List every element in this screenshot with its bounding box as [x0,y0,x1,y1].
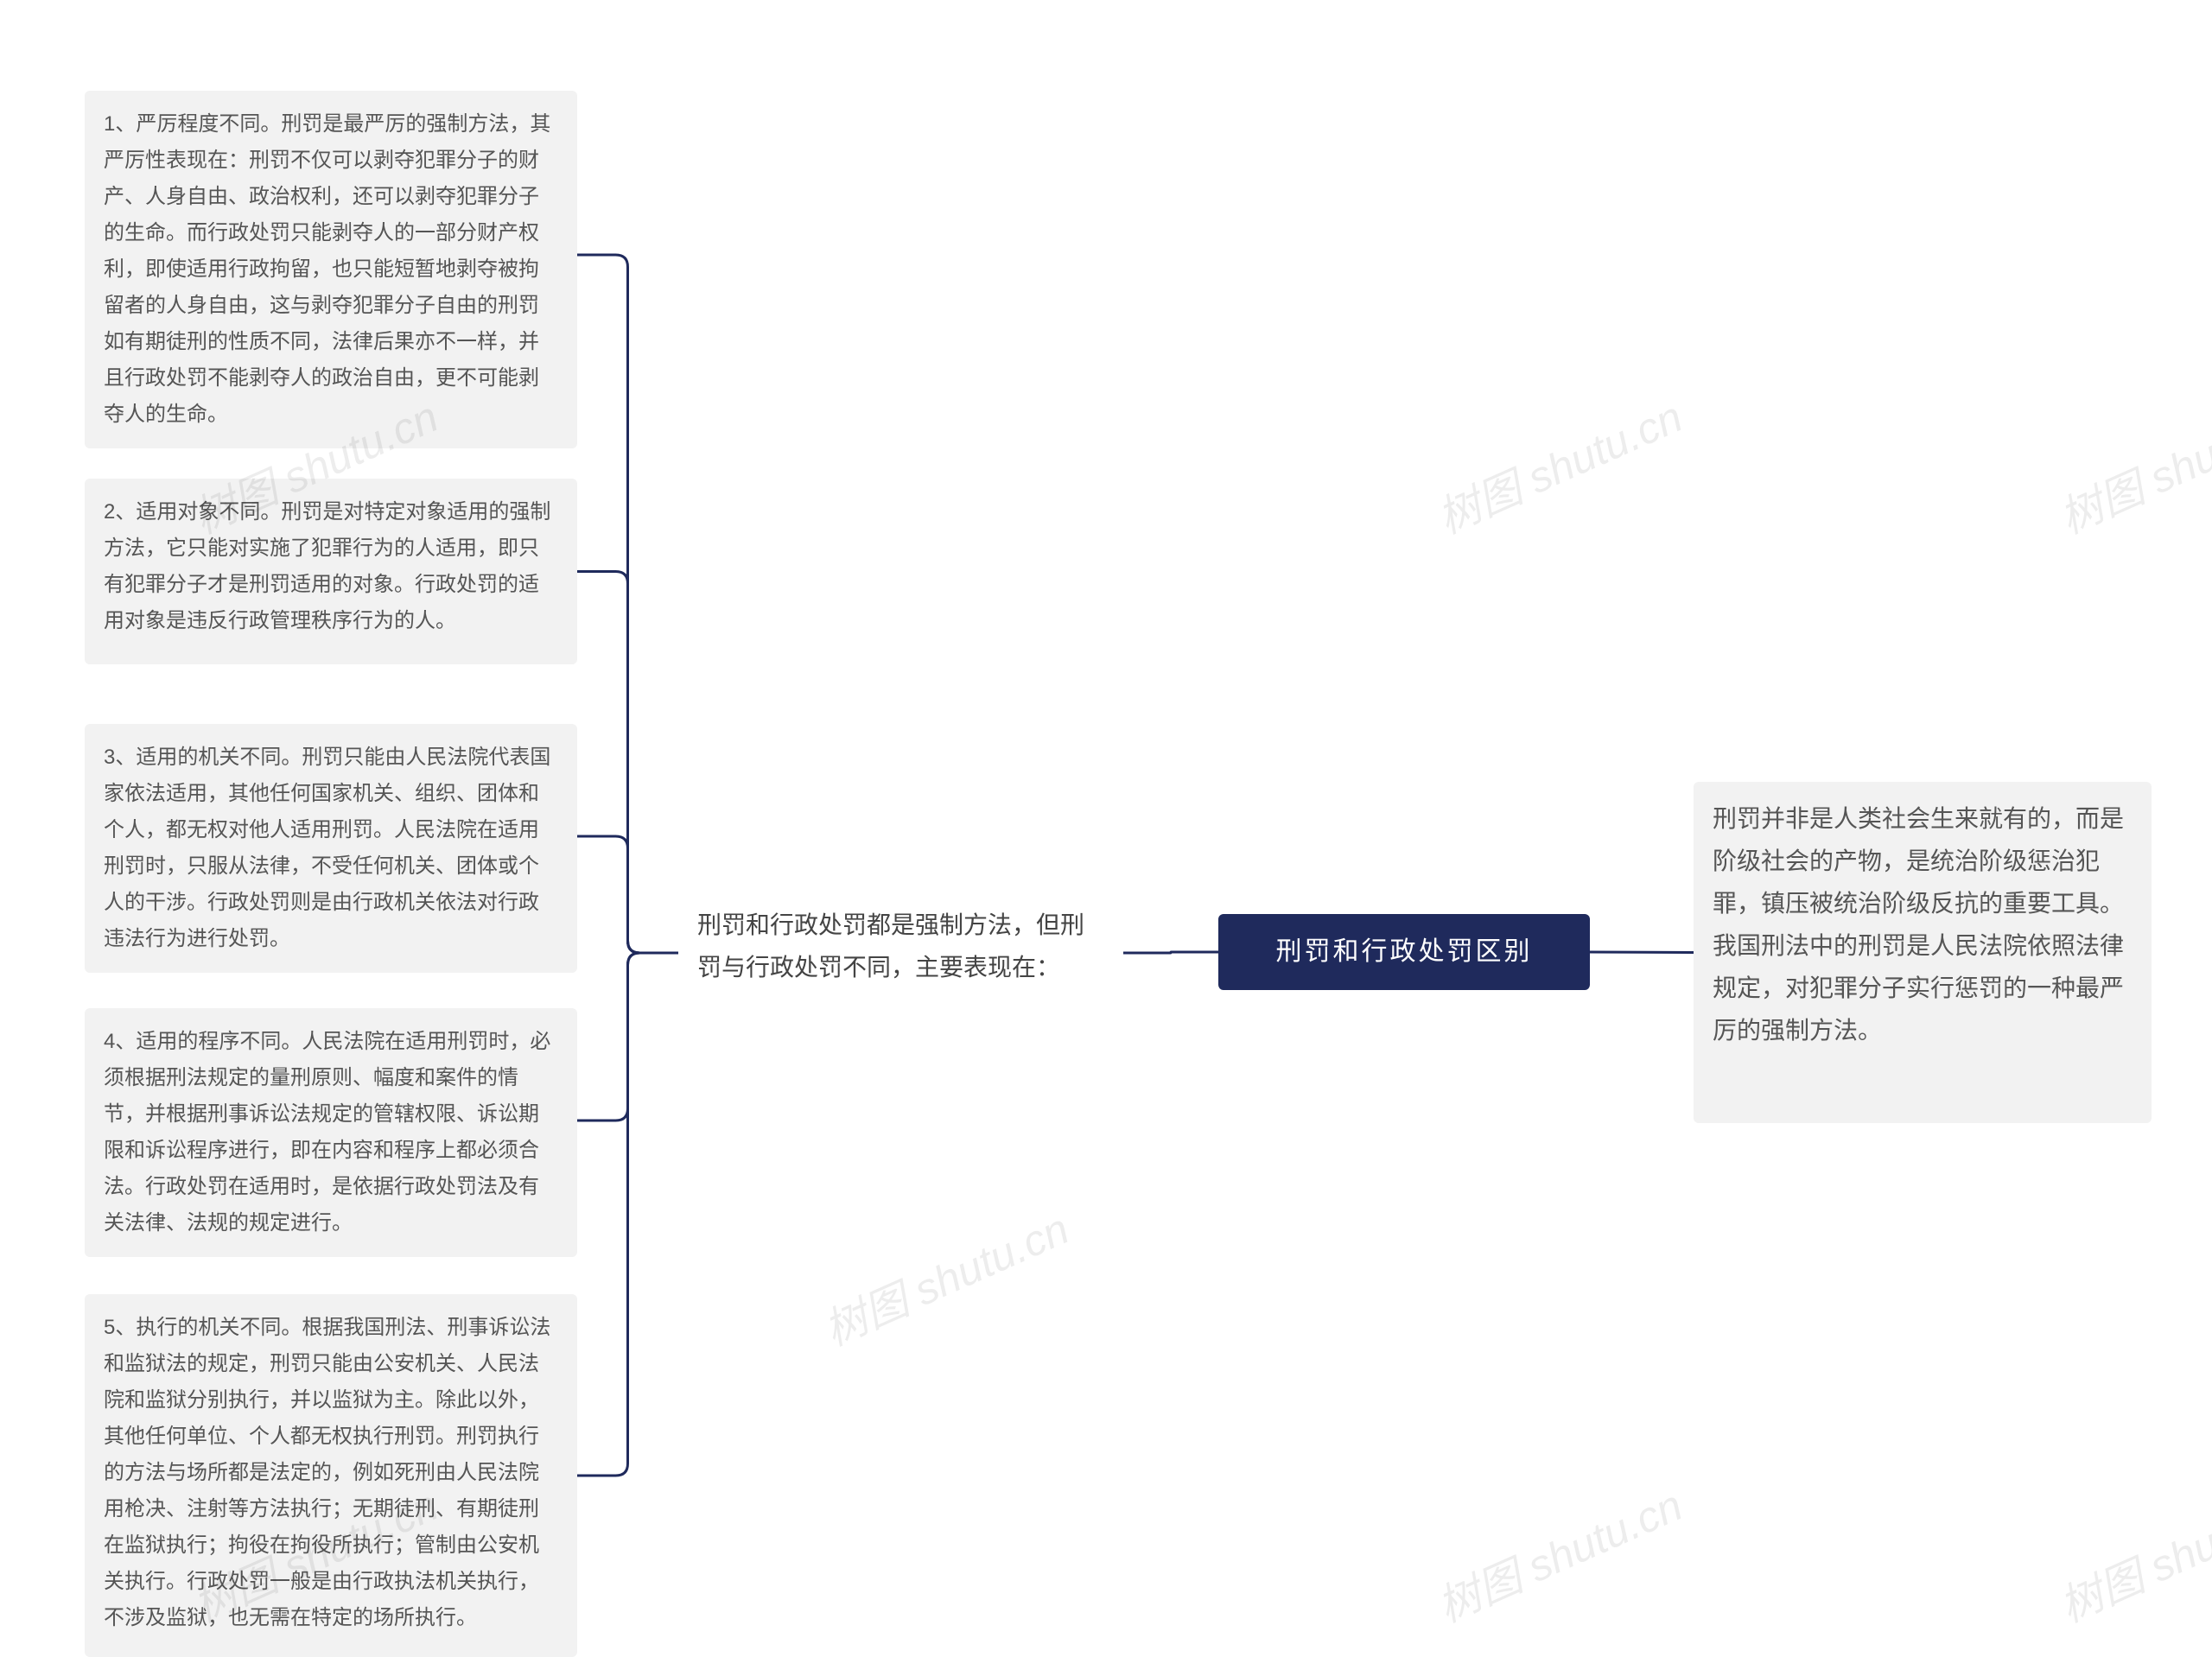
leaf-4-text: 4、适用的程序不同。人民法院在适用刑罚时，必须根据刑法规定的量刑原则、幅度和案件… [104,1030,550,1235]
leaf-2-text: 2、适用对象不同。刑罚是对特定对象适用的强制方法，它只能对实施了犯罪行为的人适用… [104,500,550,632]
leaf-3[interactable]: 3、适用的机关不同。刑罚只能由人民法院代表国家依法适用，其他任何国家机关、组织、… [85,724,577,973]
watermark-5: 树图 shutu.cn [1427,1471,1691,1635]
root-node[interactable]: 刑罚和行政处罚区别 [1218,914,1590,990]
leaf-4[interactable]: 4、适用的程序不同。人民法院在适用刑罚时，必须根据刑法规定的量刑原则、幅度和案件… [85,1008,577,1257]
leaf-1-text: 1、严厉程度不同。刑罚是最严厉的强制方法，其严厉性表现在：刑罚不仅可以剥夺犯罪分… [104,112,550,426]
right-description[interactable]: 刑罚并非是人类社会生来就有的，而是阶级社会的产物，是统治阶级惩治犯罪，镇压被统治… [1694,782,2152,1123]
leaf-1[interactable]: 1、严厉程度不同。刑罚是最严厉的强制方法，其严厉性表现在：刑罚不仅可以剥夺犯罪分… [85,91,577,448]
watermark-4: 树图 shutu.cn [1427,383,1691,546]
watermark-7: 树图 shutu.cn [2049,1471,2212,1635]
left-branch[interactable]: 刑罚和行政处罚都是强制方法，但刑罚与行政处罚不同，主要表现在： [678,888,1123,1018]
leaf-5-text: 5、执行的机关不同。根据我国刑法、刑事诉讼法和监狱法的规定，刑罚只能由公安机关、… [104,1316,550,1629]
right-text: 刑罚并非是人类社会生来就有的，而是阶级社会的产物，是统治阶级惩治犯罪，镇压被统治… [1713,805,2124,1044]
root-label: 刑罚和行政处罚区别 [1276,930,1533,975]
left-branch-text: 刑罚和行政处罚都是强制方法，但刑罚与行政处罚不同，主要表现在： [697,911,1084,981]
leaf-2[interactable]: 2、适用对象不同。刑罚是对特定对象适用的强制方法，它只能对实施了犯罪行为的人适用… [85,479,577,664]
watermark-6: 树图 shutu.cn [2049,383,2212,546]
watermark-3: 树图 shutu.cn [813,1195,1077,1358]
leaf-5[interactable]: 5、执行的机关不同。根据我国刑法、刑事诉讼法和监狱法的规定，刑罚只能由公安机关、… [85,1294,577,1657]
leaf-3-text: 3、适用的机关不同。刑罚只能由人民法院代表国家依法适用，其他任何国家机关、组织、… [104,746,550,950]
